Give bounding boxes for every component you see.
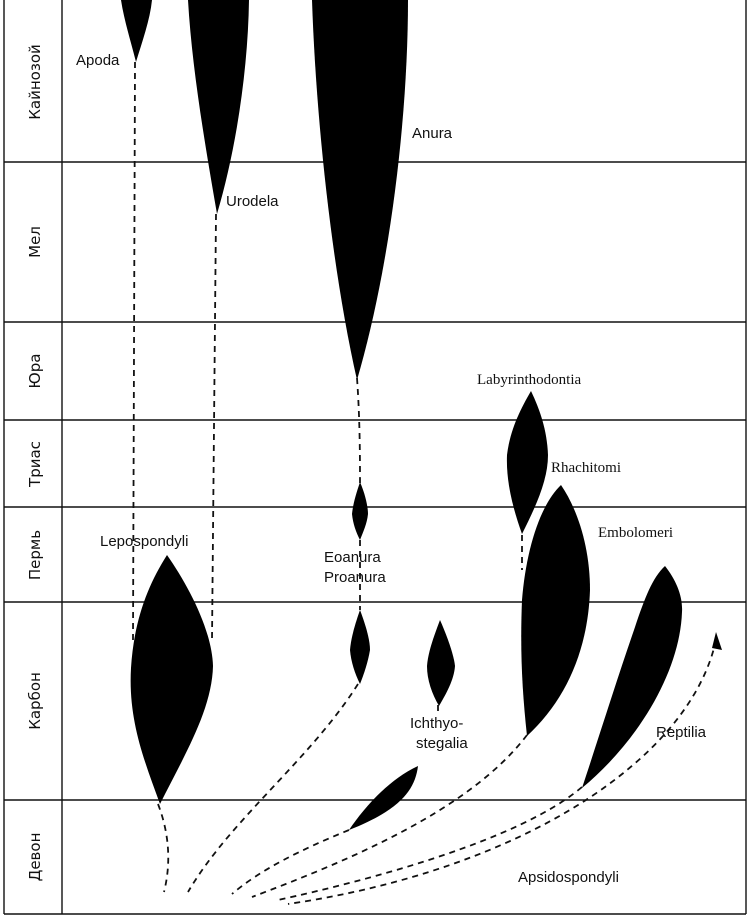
ichthyostegalia-lower-spindle	[349, 766, 418, 830]
ichthyostegalia-root	[231, 829, 350, 895]
label-apsidospondyli: Apsidospondyli	[518, 869, 619, 886]
label-rhachitomi: Rhachitomi	[551, 460, 621, 476]
period-label-cretaceous: Мел	[26, 226, 44, 258]
label-eoanura: Eoanura	[324, 549, 381, 566]
label-ichthyostegalia-line1: Ichthyo-	[410, 715, 463, 732]
label-proanura: Proanura	[324, 569, 386, 586]
urodela-lineage	[211, 213, 217, 641]
embolomeri-spindle	[582, 566, 683, 788]
label-apoda: Apoda	[76, 52, 120, 69]
label-labyrinthodontia: Labyrinthodontia	[477, 372, 581, 388]
label-embolomeri: Embolomeri	[598, 525, 673, 541]
urodela-root	[187, 683, 359, 893]
rhachitomi-spindle	[521, 485, 590, 736]
embolomeri-root	[277, 786, 583, 901]
labyrinthodontia-spindle	[506, 391, 548, 534]
period-label-permian: Пермь	[26, 530, 44, 580]
apoda-spindle	[121, 0, 152, 62]
taxon-labels: Apoda Anura Urodela Labyrinthodontia Rha…	[76, 52, 707, 886]
ichthyostegalia-upper-spindle	[427, 620, 455, 706]
label-urodela: Urodela	[226, 193, 279, 210]
period-label-jurassic: Юра	[26, 354, 44, 389]
label-ichthyostegalia-line2: stegalia	[416, 735, 468, 752]
label-reptilia: Reptilia	[656, 724, 707, 741]
dashed-lineages	[132, 61, 717, 905]
period-label-cenozoic: Кайнозой	[26, 44, 44, 119]
period-label-carboniferous: Карбон	[26, 672, 44, 730]
period-label-triassic: Триас	[26, 441, 44, 488]
period-label-devonian: Девон	[26, 833, 44, 882]
urodela-spindle	[188, 0, 249, 214]
period-labels: Кайнозой Мел Юра Триас Пермь Карбон Дево…	[26, 44, 44, 881]
lepospondyli-root	[157, 803, 170, 893]
proanura-spindle	[350, 610, 370, 684]
lepospondyli-spindle	[130, 555, 213, 804]
eoanura-upper-spindle	[352, 482, 368, 540]
label-anura: Anura	[412, 125, 453, 142]
anura-spindle	[312, 0, 408, 380]
anura-lineage	[356, 377, 361, 485]
apoda-lineage	[132, 61, 136, 641]
reptilia-lineage	[287, 639, 717, 905]
label-lepospondyli: Lepospondyli	[100, 533, 188, 550]
reptilia-arrowhead	[712, 632, 722, 650]
labyrinthodont-root	[251, 734, 528, 898]
clade-spindles	[121, 0, 722, 830]
